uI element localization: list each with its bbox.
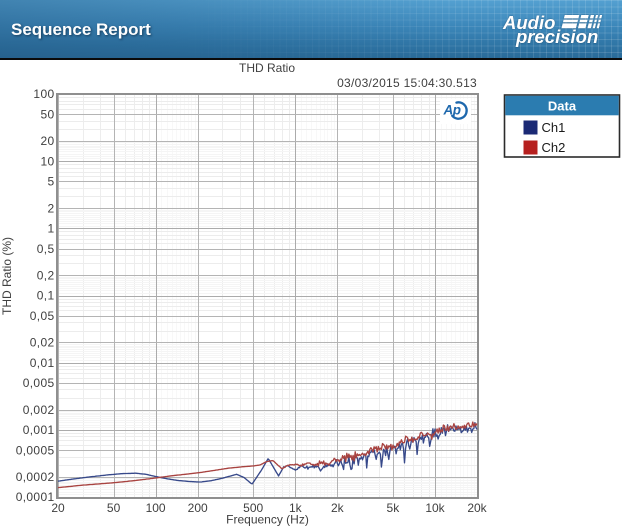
svg-text:0,5: 0,5 [37, 242, 55, 256]
svg-text:0,0005: 0,0005 [16, 443, 55, 457]
svg-text:0,005: 0,005 [23, 376, 55, 390]
svg-text:Data: Data [548, 99, 577, 114]
svg-text:0,1: 0,1 [37, 289, 55, 303]
svg-text:Frequency (Hz): Frequency (Hz) [226, 513, 309, 527]
svg-text:500: 500 [243, 501, 263, 515]
svg-text:0,2: 0,2 [37, 269, 55, 283]
svg-text:1k: 1k [289, 501, 303, 515]
svg-text:20: 20 [51, 501, 65, 515]
svg-text:Ch1: Ch1 [542, 120, 566, 135]
svg-text:0,05: 0,05 [30, 309, 55, 323]
svg-text:03/03/2015 15:04:30.513: 03/03/2015 15:04:30.513 [337, 76, 477, 90]
svg-text:2k: 2k [331, 501, 345, 515]
svg-text:200: 200 [188, 501, 208, 515]
svg-text:100: 100 [33, 87, 54, 101]
svg-text:THD Ratio: THD Ratio [239, 61, 295, 75]
svg-text:50: 50 [107, 501, 121, 515]
svg-text:0,001: 0,001 [23, 423, 55, 437]
svg-text:0,0002: 0,0002 [16, 470, 55, 484]
svg-text:5k: 5k [387, 501, 401, 515]
svg-text:2: 2 [47, 201, 54, 215]
svg-text:0,01: 0,01 [30, 356, 55, 370]
svg-text:0,002: 0,002 [23, 403, 55, 417]
svg-text:5: 5 [47, 175, 54, 189]
svg-text:0,0001: 0,0001 [16, 490, 55, 504]
svg-text:50: 50 [40, 107, 54, 121]
svg-text:10k: 10k [425, 501, 445, 515]
svg-text:Ch2: Ch2 [542, 140, 566, 155]
svg-text:20: 20 [40, 134, 54, 148]
svg-text:THD Ratio (%): THD Ratio (%) [0, 237, 14, 315]
svg-text:0,02: 0,02 [30, 336, 55, 350]
svg-text:100: 100 [146, 501, 166, 515]
svg-text:1: 1 [47, 222, 54, 236]
svg-text:20k: 20k [467, 501, 487, 515]
svg-text:Ap: Ap [443, 103, 461, 118]
svg-text:10: 10 [40, 154, 54, 168]
